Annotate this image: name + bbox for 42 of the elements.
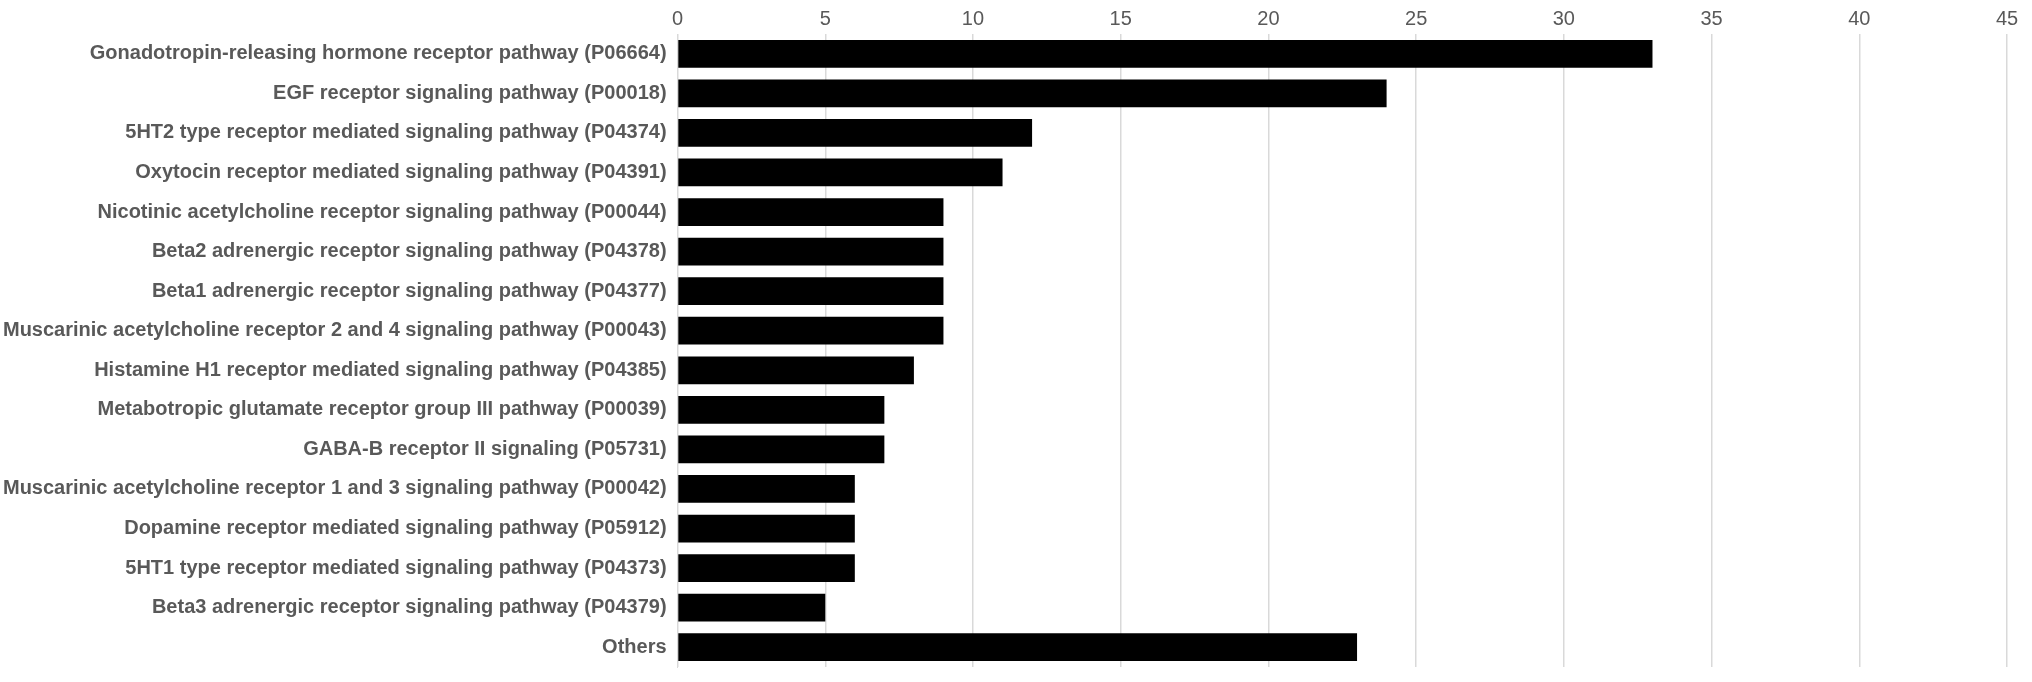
y-tick-label: 5HT1 type receptor mediated signaling pathway (P04373): [125, 555, 667, 578]
y-tick-label: GABA-B receptor II signaling (P05731): [303, 436, 667, 459]
x-tick-label: 30: [1552, 6, 1575, 29]
y-tick-label: Muscarinic acetylcholine receptor 1 and 3 signaling pathway (P00042): [2, 476, 667, 499]
x-tick-label: 5: [819, 6, 831, 29]
y-tick-label: 5HT2 type receptor mediated signaling pathway (P04374): [125, 120, 667, 143]
x-tick-label: 45: [1995, 6, 2019, 29]
bar: [678, 435, 885, 464]
bar: [678, 593, 826, 622]
y-tick-label: Histamine H1 receptor mediated signaling pathway (P04385): [94, 357, 667, 380]
y-tick-label: Others: [602, 634, 667, 657]
y-tick-label: Beta3 adrenergic receptor signaling pathway (P04379): [151, 595, 667, 618]
bar: [678, 514, 855, 543]
y-tick-label: Dopamine receptor mediated signaling pathway (P05912): [124, 516, 667, 539]
y-tick-label: Nicotinic acetylcholine receptor signaling pathway (P00044): [97, 199, 667, 222]
bar: [678, 316, 944, 345]
bar: [678, 633, 1358, 662]
bar: [678, 119, 1033, 147]
bar: [678, 39, 1653, 68]
bar: [678, 158, 1003, 187]
y-tick-label: Muscarinic acetylcholine receptor 2 and 4 signaling pathway (P00043): [2, 318, 667, 341]
y-tick-label: Oxytocin receptor mediated signaling pathway (P04391): [135, 159, 667, 182]
bar: [678, 79, 1387, 108]
y-tick-label: Metabotropic glutamate receptor group III pathway (P00039): [97, 397, 667, 420]
bar: [678, 237, 944, 266]
bar: [678, 277, 944, 305]
x-tick-label: 25: [1405, 6, 1428, 29]
x-tick-label: 35: [1700, 6, 1723, 29]
y-tick-label: Beta1 adrenergic receptor signaling pathway (P04377): [151, 278, 667, 301]
bar: [678, 198, 944, 226]
bar: [678, 554, 855, 582]
x-tick-label: 0: [672, 6, 684, 29]
y-tick-label: EGF receptor signaling pathway (P00018): [273, 80, 667, 103]
x-tick-label: 40: [1848, 6, 1871, 29]
y-tick-label: Beta2 adrenergic receptor signaling pathway (P04378): [151, 239, 667, 262]
x-tick-label: 15: [1109, 6, 1132, 29]
y-tick-label: Gonadotropin-releasing hormone receptor pathway (P06664): [89, 41, 667, 64]
bar: [678, 356, 914, 385]
bar: [678, 475, 855, 503]
bar: [678, 396, 885, 424]
x-tick-label: 20: [1257, 6, 1280, 29]
x-tick-label: 10: [961, 6, 985, 29]
